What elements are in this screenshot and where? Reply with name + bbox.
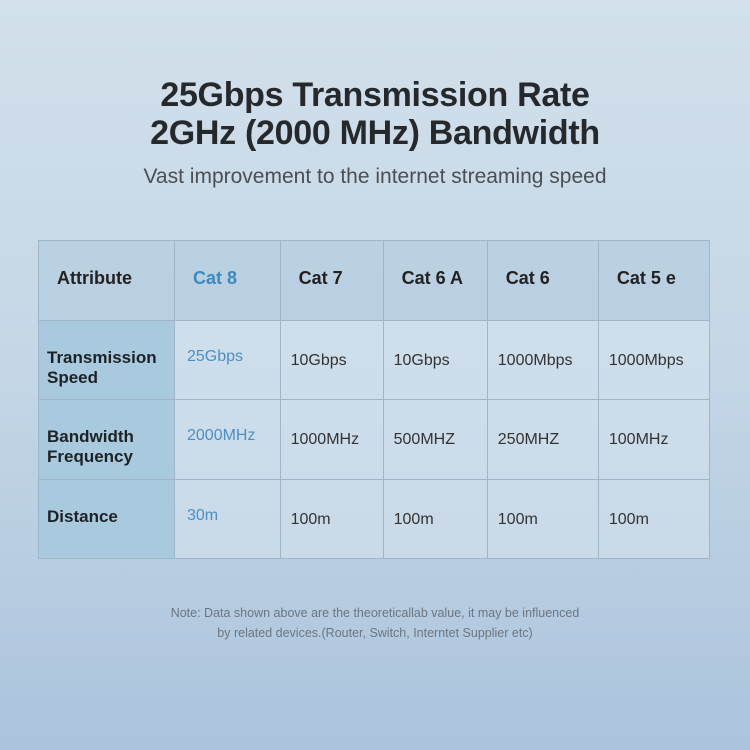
row-label: Transmission Speed xyxy=(38,319,175,400)
cell: 100m xyxy=(382,478,488,559)
header-cat6: Cat 6 xyxy=(486,240,599,321)
cell: 10Gbps xyxy=(382,319,488,400)
cell: 1000Mbps xyxy=(486,319,599,400)
cell: 10Gbps xyxy=(279,319,384,400)
cell: 100m xyxy=(279,478,384,559)
table-row: Distance 30m 100m 100m 100m 100m xyxy=(38,478,711,559)
table-header-row: Attribute Cat 8 Cat 7 Cat 6 A Cat 6 Cat … xyxy=(38,240,711,321)
cell: 100m xyxy=(486,478,599,559)
subtitle: Vast improvement to the internet streami… xyxy=(143,165,607,188)
cell: 100MHz xyxy=(597,399,711,480)
footnote: Note: Data shown above are the theoretic… xyxy=(0,603,750,643)
table-row: Bandwidth Frequency 2000MHz 1000MHz 500M… xyxy=(38,399,711,480)
cell: 1000Mbps xyxy=(597,319,711,400)
row-label: Bandwidth Frequency xyxy=(38,399,175,480)
header-attribute: Attribute xyxy=(38,240,175,321)
cell: 25Gbps xyxy=(174,319,281,400)
header-cat7: Cat 7 xyxy=(279,240,384,321)
row-label: Distance xyxy=(38,478,175,559)
table-row: Transmission Speed 25Gbps 10Gbps 10Gbps … xyxy=(38,319,711,400)
title-line-2: 2GHz (2000 MHz) Bandwidth xyxy=(150,114,600,152)
comparison-table: Attribute Cat 8 Cat 7 Cat 6 A Cat 6 Cat … xyxy=(38,240,711,559)
cell: 2000MHz xyxy=(174,399,281,480)
cell: 500MHZ xyxy=(382,399,488,480)
cell: 250MHZ xyxy=(486,399,599,480)
cell: 100m xyxy=(597,478,711,559)
cell: 30m xyxy=(174,478,281,559)
header-cat6a: Cat 6 A xyxy=(382,240,488,321)
cell: 1000MHz xyxy=(279,399,384,480)
header-cat8: Cat 8 xyxy=(174,240,281,321)
footnote-line-1: Note: Data shown above are the theoretic… xyxy=(170,606,580,620)
footnote-line-2: by related devices.(Router, Switch, Inte… xyxy=(217,626,533,640)
title-line-1: 25Gbps Transmission Rate xyxy=(160,76,590,114)
header-cat5e: Cat 5 e xyxy=(597,240,711,321)
